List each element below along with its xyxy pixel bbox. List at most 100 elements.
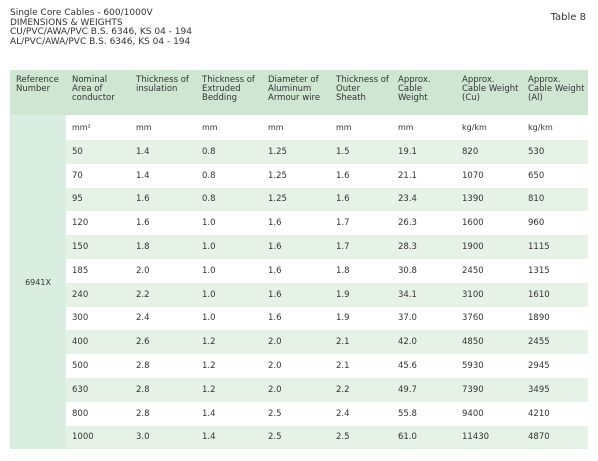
cell: 2.5	[262, 425, 330, 450]
cell: 120	[72, 218, 89, 229]
cell: 4850	[456, 330, 522, 355]
cell: 1.0	[202, 313, 216, 324]
cell: 1.6	[330, 187, 392, 212]
table-row: 70 1.4 0.8 1.25 1.6 21.1 1070 650	[10, 164, 588, 188]
cell: 23.4	[392, 187, 456, 212]
cell: 21.1	[398, 170, 417, 181]
table-row: 300 2.4 1.0 1.6 1.9 37.0 3760 1890	[10, 307, 588, 331]
cell: 11430	[456, 425, 522, 450]
header-row: Reference Number Nominal Area of conducto…	[10, 70, 588, 115]
cell: 810	[522, 187, 588, 212]
cell: 42.0	[392, 330, 456, 355]
cell: 4870	[522, 425, 588, 450]
cell: 2.8	[136, 408, 150, 419]
cell: 2.8	[130, 377, 196, 402]
cell: 1.6	[268, 218, 282, 229]
cell: 2.0	[136, 265, 150, 276]
cell: 1.5	[330, 140, 392, 164]
table-row: 500 2.8 1.2 2.0 2.1 45.6 5930 2945	[10, 354, 588, 378]
cell: 1.4	[202, 408, 216, 419]
cable-table: Reference Number Nominal Area of conducto…	[10, 70, 588, 450]
cell: 1.6	[268, 313, 282, 324]
unit-cell: kg/km	[528, 123, 553, 132]
header-line: Single Core Cables - 600/1000V	[10, 8, 153, 18]
cell: 95	[66, 187, 130, 212]
cell: 630	[66, 377, 130, 402]
cell: 1315	[528, 265, 550, 276]
cell: 2.0	[262, 330, 330, 355]
column-header: Thickness of Extruded Bedding	[196, 70, 262, 115]
cell: 1.25	[268, 170, 287, 181]
cell: 2.1	[336, 361, 350, 372]
cell: 1.2	[202, 361, 216, 372]
unit-cell: mm	[202, 123, 218, 132]
cell: 300	[72, 313, 89, 324]
cell: 1390	[456, 187, 522, 212]
table-row: 400 2.6 1.2 2.0 2.1 42.0 4850 2455	[10, 330, 588, 355]
column-header: Nominal Area of conductor	[66, 70, 130, 115]
cell: 240	[66, 282, 130, 307]
table-row: 240 2.2 1.0 1.6 1.9 34.1 3100 1610	[10, 282, 588, 307]
cell: 185	[72, 265, 89, 276]
cell: 1.8	[130, 235, 196, 259]
unit-cell: mm	[136, 123, 152, 132]
cell: 5930	[462, 361, 484, 372]
cell: 1.0	[196, 282, 262, 307]
cell: 4210	[528, 408, 550, 419]
cell: 7390	[456, 377, 522, 402]
cell: 1890	[528, 313, 550, 324]
cell: 150	[66, 235, 130, 259]
cell: 2.5	[268, 408, 282, 419]
cell: 1.0	[196, 235, 262, 259]
column-header: Approx. Cable Weight (Cu)	[456, 70, 522, 115]
cell: 3760	[462, 313, 484, 324]
table-label: Table 8	[550, 12, 586, 23]
cell: 45.6	[398, 361, 417, 372]
cell: 2.5	[330, 425, 392, 450]
cell: 1.4	[196, 425, 262, 450]
unit-cell: kg/km	[462, 123, 487, 132]
cell: 3495	[522, 377, 588, 402]
cell: 1.6	[130, 187, 196, 212]
cell: 49.7	[392, 377, 456, 402]
table-row: 185 2.0 1.0 1.6 1.8 30.8 2450 1315	[10, 259, 588, 283]
cell: 37.0	[398, 313, 417, 324]
table-row: 50 1.4 0.8 1.25 1.5 19.1 820 530	[10, 140, 588, 164]
cell: 0.8	[202, 170, 216, 181]
cell: 1.6	[336, 170, 350, 181]
header-line: DIMENSIONS & WEIGHTS	[10, 17, 123, 28]
header-line: CU/PVC/AWA/PVC B.S. 6346, KS 04 - 194	[10, 27, 192, 37]
cell: 26.3	[398, 218, 417, 229]
cell: 400	[66, 330, 130, 355]
cell: 1.9	[336, 313, 350, 324]
cell: 2.8	[136, 361, 150, 372]
cell: 0.8	[196, 140, 262, 164]
cell: 2.2	[130, 282, 196, 307]
cell: 19.1	[392, 140, 456, 164]
cell: 1600	[462, 218, 484, 229]
reference-cell: 6941X	[10, 115, 66, 450]
header: Single Core Cables - 600/1000V DIMENSIONS…	[10, 8, 192, 47]
cell: 0.8	[196, 187, 262, 212]
cell: 70	[72, 170, 83, 181]
cell: 2455	[522, 330, 588, 355]
cell: 2.4	[136, 313, 150, 324]
cell: 1900	[456, 235, 522, 259]
column-header: Thickness of Outer Sheath	[330, 70, 392, 115]
cell: 3.0	[130, 425, 196, 450]
header-line: AL/PVC/AWA/PVC B.S. 6346, KS 04 - 194	[10, 36, 191, 47]
cell: 61.0	[392, 425, 456, 450]
cell: 30.8	[398, 265, 417, 276]
table-row: 1000 3.0 1.4 2.5 2.5 61.0 11430 4870	[10, 425, 588, 450]
cell: 1000	[66, 425, 130, 450]
cell: 1.8	[336, 265, 350, 276]
cell: 1115	[522, 235, 588, 259]
cell: 2945	[528, 361, 550, 372]
table-row: 120 1.6 1.0 1.6 1.7 26.3 1600 960	[10, 211, 588, 235]
cell: 1.25	[262, 187, 330, 212]
unit-cell: mm²	[72, 123, 91, 132]
cell: 34.1	[392, 282, 456, 307]
cell: 1.7	[336, 218, 350, 229]
cell: 960	[528, 218, 545, 229]
